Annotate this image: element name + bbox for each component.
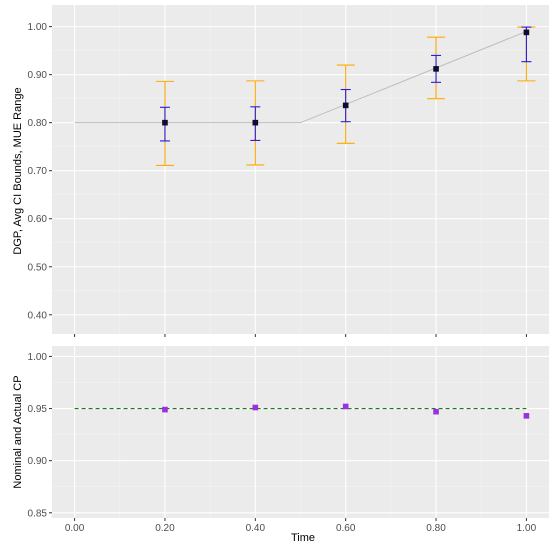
x-tick-label: 0.40	[246, 523, 266, 534]
bottom-y-tick-label: 0.85	[28, 508, 48, 519]
x-axis-title: Time	[291, 532, 315, 544]
bottom-panel: 0.85 0.90 0.95 1.00 0.00 0.20 0.40 0.60 0.80 1.00	[28, 346, 549, 534]
top-y-tick-label: 0.50	[28, 262, 48, 273]
estimate-point	[252, 119, 259, 126]
top-panel: 0.40 0.50 0.60 0.70 0.80 0.90 1.00	[28, 5, 549, 337]
x-tick-label: 0.00	[65, 523, 85, 534]
bottom-y-tick-label: 0.95	[28, 404, 48, 415]
top-y-tick-label: 0.80	[28, 118, 48, 129]
x-tick-label: 0.60	[336, 523, 356, 534]
estimate-point	[433, 66, 439, 72]
actual-cp-point	[433, 408, 439, 415]
estimate-point	[342, 102, 349, 109]
bottom-y-axis-title: Nominal and Actual CP	[12, 375, 24, 488]
actual-cp-point	[162, 406, 168, 413]
x-tick-label: 0.20	[155, 523, 175, 534]
actual-cp-point	[523, 413, 530, 419]
estimate-point	[162, 119, 168, 126]
dgp-line	[74, 30, 527, 124]
actual-cp-point	[252, 404, 259, 411]
bottom-y-tick-label: 1.00	[28, 352, 48, 363]
bottom-y-tick-label: 0.90	[28, 456, 48, 467]
estimate-point	[523, 29, 530, 36]
top-y-tick-label: 0.70	[28, 166, 48, 177]
top-y-tick-label: 0.40	[28, 310, 48, 321]
top-y-tick-label: 0.60	[28, 214, 48, 225]
actual-cp-point	[342, 403, 349, 410]
top-y-tick-label: 1.00	[28, 22, 48, 33]
top-y-axis-title: DGP, Avg CI Bounds, MUE Range	[12, 87, 24, 254]
x-tick-label: 1.00	[517, 523, 537, 534]
x-tick-label: 0.80	[426, 523, 446, 534]
top-y-tick-label: 0.90	[28, 70, 48, 81]
